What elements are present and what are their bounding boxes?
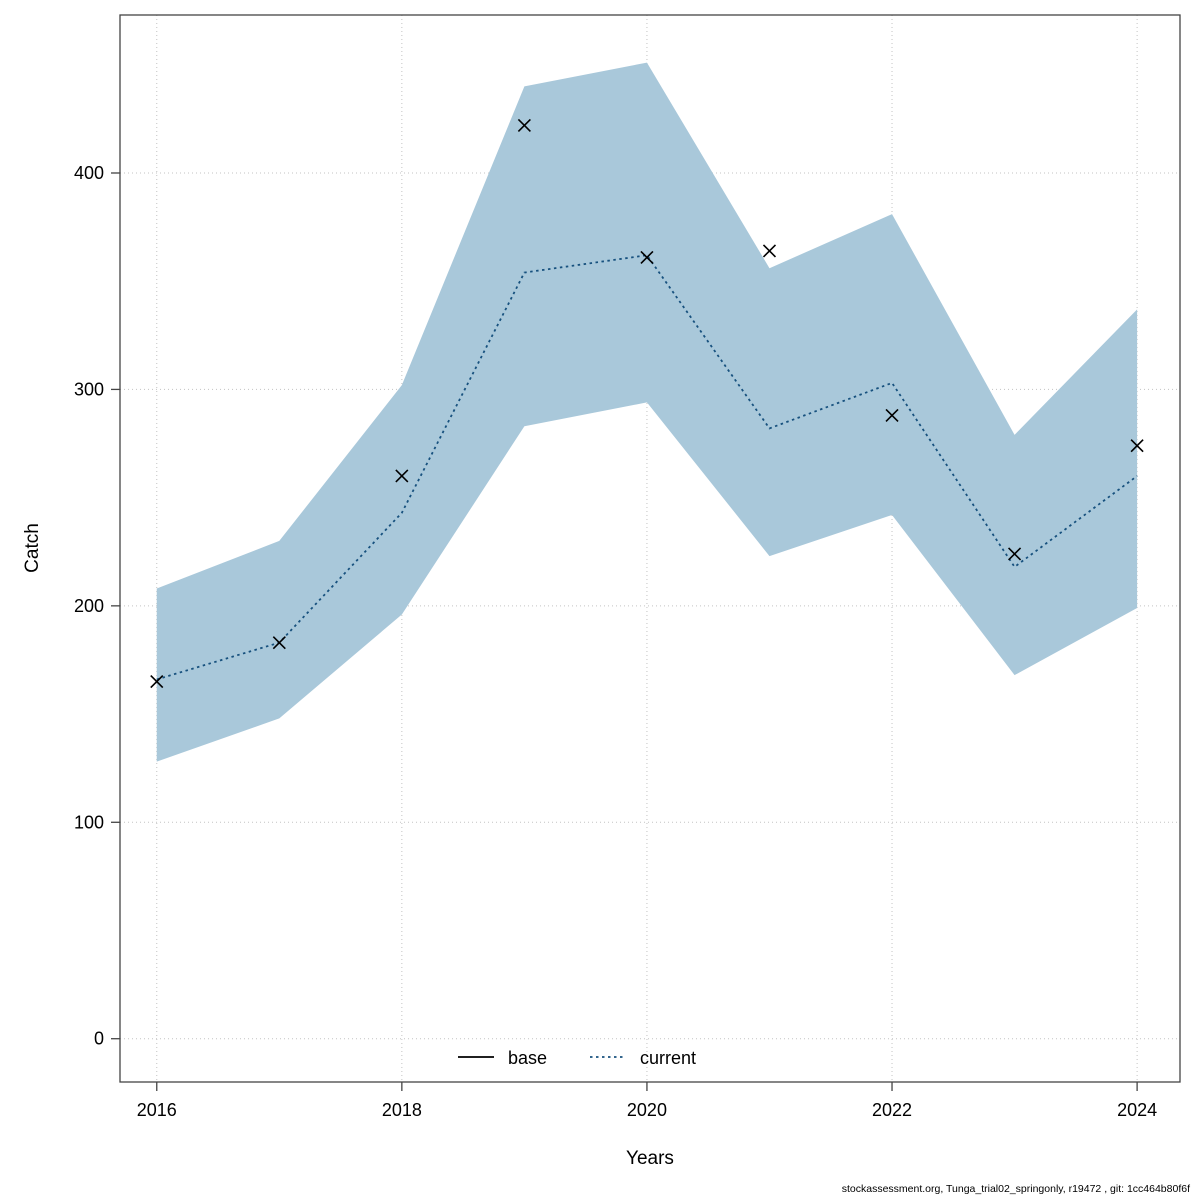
legend-base-label: base	[508, 1048, 547, 1068]
data-point-marker	[640, 250, 654, 264]
data-point-marker	[517, 118, 531, 132]
y-tick-label: 0	[94, 1029, 104, 1049]
y-axis-label: Catch	[22, 523, 43, 573]
marker-stroke	[1130, 439, 1144, 453]
data-point-marker	[885, 408, 899, 422]
data-point-marker	[395, 469, 409, 483]
y-tick-label: 200	[74, 596, 104, 616]
y-tick-label: 100	[74, 812, 104, 832]
x-tick-label: 2018	[382, 1100, 422, 1120]
footer-attribution: stockassessment.org, Tunga_trial02_sprin…	[842, 1183, 1190, 1195]
x-tick-label: 2020	[627, 1100, 667, 1120]
data-point-marker	[272, 636, 286, 650]
marker-stroke	[517, 118, 531, 132]
marker-stroke	[1008, 547, 1022, 561]
marker-stroke	[150, 675, 164, 689]
marker-stroke	[885, 408, 899, 422]
y-tick-label: 400	[74, 163, 104, 183]
y-tick-label: 300	[74, 379, 104, 399]
legend: base current	[458, 1048, 696, 1068]
series-layer	[156, 254, 1138, 681]
confidence-band-layer	[156, 62, 1138, 762]
x-tick-label: 2022	[872, 1100, 912, 1120]
marker-stroke	[640, 250, 654, 264]
data-point-marker	[150, 675, 164, 689]
marker-stroke	[272, 636, 286, 650]
x-tick-label: 2024	[1117, 1100, 1157, 1120]
confidence-band	[156, 62, 1138, 762]
frame-layer	[119, 14, 1181, 1083]
x-axis-label: Years	[626, 1148, 674, 1169]
marker-stroke	[762, 244, 777, 258]
current-estimate-line	[156, 254, 1138, 681]
marker-layer	[150, 118, 1144, 689]
data-point-marker	[1130, 439, 1144, 453]
legend-current-label: current	[640, 1048, 696, 1068]
x-tick-label: 2016	[137, 1100, 177, 1120]
plot-border	[119, 14, 1181, 1083]
marker-stroke	[395, 469, 409, 483]
tick-layer: 2016 2018 2020 2022 2024 0 100 200 300 400	[74, 163, 1157, 1120]
data-point-marker	[762, 244, 777, 258]
data-point-marker	[1008, 547, 1022, 561]
